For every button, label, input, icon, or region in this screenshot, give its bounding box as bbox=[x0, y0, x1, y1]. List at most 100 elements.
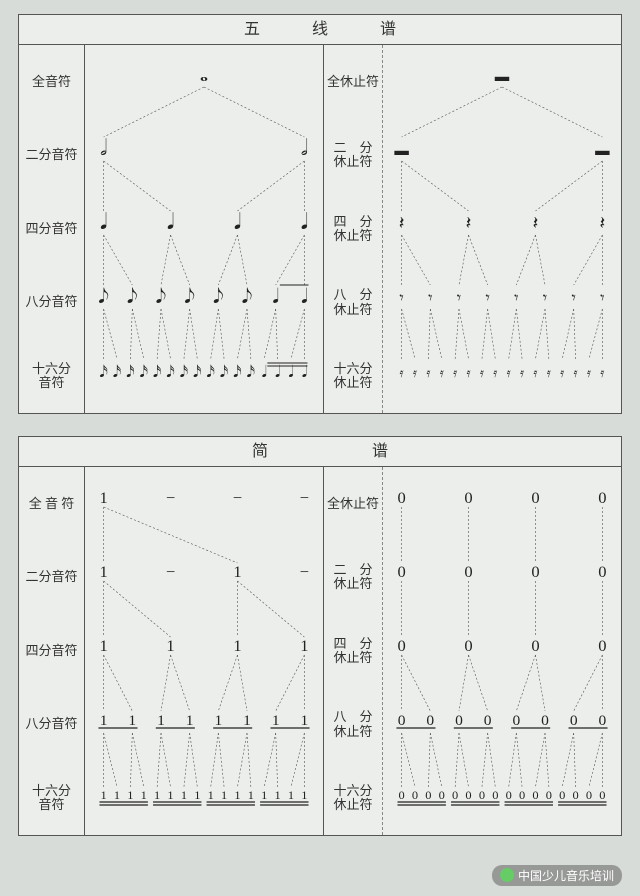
svg-text:1: 1 bbox=[275, 788, 281, 802]
svg-text:𝅘𝅥: 𝅘𝅥 bbox=[167, 209, 174, 234]
svg-text:𝄿: 𝄿 bbox=[440, 365, 444, 380]
svg-text:0: 0 bbox=[598, 712, 606, 729]
svg-text:0: 0 bbox=[464, 636, 472, 655]
svg-text:𝅘𝅥: 𝅘𝅥 bbox=[234, 209, 241, 234]
svg-text:0: 0 bbox=[559, 788, 565, 802]
jrlabel-sixteenth: 十六分 休止符 bbox=[324, 761, 382, 835]
svg-text:𝅗𝅥: 𝅗𝅥 bbox=[301, 135, 308, 160]
svg-text:𝄿: 𝄿 bbox=[493, 365, 497, 380]
svg-text:0: 0 bbox=[425, 788, 431, 802]
watermark: 中国少儿音乐培训 bbox=[492, 865, 622, 886]
svg-text:1: 1 bbox=[300, 636, 308, 655]
svg-text:0: 0 bbox=[484, 712, 492, 729]
svg-text:𝅘𝅥𝅮: 𝅘𝅥𝅮 bbox=[184, 286, 195, 308]
svg-text:0: 0 bbox=[397, 488, 405, 507]
svg-text:1: 1 bbox=[233, 562, 241, 581]
jianpu-panel-title: 简 谱 bbox=[19, 437, 621, 467]
jrlabel-half: 二 分 休止符 bbox=[324, 541, 382, 615]
jianpu-rest-tree-svg: 000000000000000000000000000000000000 bbox=[383, 467, 621, 835]
jlabel-quarter: 四分音符 bbox=[19, 614, 84, 688]
svg-text:𝅝: 𝅝 bbox=[200, 64, 208, 86]
svg-text:0: 0 bbox=[506, 788, 512, 802]
svg-text:−: − bbox=[300, 562, 309, 581]
svg-text:−: − bbox=[166, 488, 175, 507]
jrlabel-quarter: 四 分 休止符 bbox=[324, 614, 382, 688]
svg-text:1: 1 bbox=[127, 788, 133, 802]
svg-text:𝄽: 𝄽 bbox=[533, 213, 539, 233]
label-quarter-rest: 四 分 休止符 bbox=[324, 192, 382, 266]
svg-text:𝄽: 𝄽 bbox=[399, 213, 405, 233]
svg-text:𝄽: 𝄽 bbox=[466, 213, 472, 233]
staff-panel-title: 五 线 谱 bbox=[19, 15, 621, 45]
svg-text:0: 0 bbox=[573, 788, 579, 802]
svg-text:𝅘𝅥𝅮: 𝅘𝅥𝅮 bbox=[127, 286, 138, 308]
svg-text:𝄾: 𝄾 bbox=[600, 288, 604, 307]
svg-text:1: 1 bbox=[99, 488, 107, 507]
jianpu-note-tree: 1−−−1−1−1111111111111111111111111111 bbox=[85, 467, 323, 835]
svg-text:𝄾: 𝄾 bbox=[457, 288, 461, 307]
svg-text:𝄾: 𝄾 bbox=[399, 288, 403, 307]
svg-text:𝅘𝅥𝅯: 𝅘𝅥𝅯 bbox=[247, 362, 256, 381]
jianpu-panel: 简 谱 全 音 符 二分音符 四分音符 八分音符 十六分 音符 1−−−1−1−… bbox=[18, 436, 622, 836]
svg-text:1: 1 bbox=[214, 712, 222, 729]
svg-text:▬: ▬ bbox=[595, 143, 610, 159]
svg-text:𝅘𝅥𝅯: 𝅘𝅥𝅯 bbox=[139, 362, 148, 381]
svg-text:𝅘𝅥𝅯: 𝅘𝅥𝅯 bbox=[193, 362, 202, 381]
svg-text:0: 0 bbox=[439, 788, 445, 802]
svg-text:𝅘𝅥: 𝅘𝅥 bbox=[262, 362, 267, 381]
svg-text:𝅘𝅥𝅯: 𝅘𝅥𝅯 bbox=[99, 362, 108, 381]
svg-text:𝅘𝅥𝅯: 𝅘𝅥𝅯 bbox=[153, 362, 162, 381]
staff-rest-tree-svg: ▬▬▬𝄽𝄽𝄽𝄽𝄾𝄾𝄾𝄾𝄾𝄾𝄾𝄾𝄿𝄿𝄿𝄿𝄿𝄿𝄿𝄿𝄿𝄿𝄿𝄿𝄿𝄿𝄿𝄿 bbox=[383, 45, 621, 413]
svg-text:𝅘𝅥: 𝅘𝅥 bbox=[301, 286, 308, 308]
wechat-icon bbox=[500, 868, 514, 882]
svg-text:0: 0 bbox=[541, 712, 549, 729]
svg-text:𝅗𝅥: 𝅗𝅥 bbox=[100, 135, 107, 160]
staff-note-tree-svg: 𝅝𝅗𝅥𝅗𝅥𝅘𝅥𝅘𝅥𝅘𝅥𝅘𝅥𝅘𝅥𝅮𝅘𝅥𝅮𝅘𝅥𝅮𝅘𝅥𝅮𝅘𝅥𝅮𝅘𝅥𝅮𝅘𝅥𝅘𝅥𝅘𝅥𝅯𝅘𝅥… bbox=[85, 45, 323, 413]
staff-rest-tree: ▬▬▬𝄽𝄽𝄽𝄽𝄾𝄾𝄾𝄾𝄾𝄾𝄾𝄾𝄿𝄿𝄿𝄿𝄿𝄿𝄿𝄿𝄿𝄿𝄿𝄿𝄿𝄿𝄿𝄿 bbox=[383, 45, 621, 413]
svg-text:𝄿: 𝄿 bbox=[400, 365, 404, 380]
watermark-text: 中国少儿音乐培训 bbox=[518, 869, 614, 883]
svg-text:0: 0 bbox=[531, 562, 539, 581]
svg-text:𝄾: 𝄾 bbox=[428, 288, 432, 307]
svg-text:0: 0 bbox=[586, 788, 592, 802]
jianpu-rest-tree: 000000000000000000000000000000000000 bbox=[383, 467, 621, 835]
svg-text:𝅘𝅥𝅯: 𝅘𝅥𝅯 bbox=[220, 362, 229, 381]
svg-text:𝅘𝅥𝅮: 𝅘𝅥𝅮 bbox=[213, 286, 224, 308]
jianpu-note-labels: 全 音 符 二分音符 四分音符 八分音符 十六分 音符 bbox=[19, 467, 85, 835]
svg-text:0: 0 bbox=[426, 712, 434, 729]
svg-text:0: 0 bbox=[397, 636, 405, 655]
svg-text:1: 1 bbox=[208, 788, 214, 802]
svg-text:1: 1 bbox=[154, 788, 160, 802]
svg-text:1: 1 bbox=[166, 636, 174, 655]
label-whole-note: 全音符 bbox=[19, 45, 84, 119]
label-half-rest: 二 分 休止符 bbox=[324, 119, 382, 193]
svg-text:𝄿: 𝄿 bbox=[574, 365, 578, 380]
label-eighth-note: 八分音符 bbox=[19, 266, 84, 340]
svg-text:1: 1 bbox=[99, 562, 107, 581]
svg-text:0: 0 bbox=[598, 562, 606, 581]
label-eighth-rest: 八 分 休止符 bbox=[324, 266, 382, 340]
svg-text:𝄿: 𝄿 bbox=[466, 365, 470, 380]
svg-text:𝄿: 𝄿 bbox=[533, 365, 537, 380]
svg-text:0: 0 bbox=[532, 788, 538, 802]
svg-text:𝄿: 𝄿 bbox=[507, 365, 511, 380]
jianpu-note-tree-svg: 1−−−1−1−1111111111111111111111111111 bbox=[85, 467, 323, 835]
svg-text:0: 0 bbox=[455, 712, 463, 729]
svg-text:0: 0 bbox=[546, 788, 552, 802]
svg-text:0: 0 bbox=[452, 788, 458, 802]
svg-text:𝄾: 𝄾 bbox=[571, 288, 575, 307]
jlabel-half: 二分音符 bbox=[19, 541, 84, 615]
svg-text:1: 1 bbox=[261, 788, 267, 802]
svg-text:1: 1 bbox=[186, 712, 194, 729]
svg-text:𝅘𝅥𝅮: 𝅘𝅥𝅮 bbox=[242, 286, 253, 308]
svg-text:𝄾: 𝄾 bbox=[485, 288, 489, 307]
svg-text:▬: ▬ bbox=[394, 143, 409, 159]
svg-text:0: 0 bbox=[464, 562, 472, 581]
svg-text:𝅘𝅥𝅯: 𝅘𝅥𝅯 bbox=[233, 362, 242, 381]
svg-text:𝅘𝅥: 𝅘𝅥 bbox=[272, 286, 279, 308]
svg-text:−: − bbox=[166, 562, 175, 581]
svg-text:0: 0 bbox=[399, 788, 405, 802]
svg-text:𝄿: 𝄿 bbox=[600, 365, 604, 380]
svg-text:0: 0 bbox=[397, 562, 405, 581]
jlabel-eighth: 八分音符 bbox=[19, 688, 84, 762]
